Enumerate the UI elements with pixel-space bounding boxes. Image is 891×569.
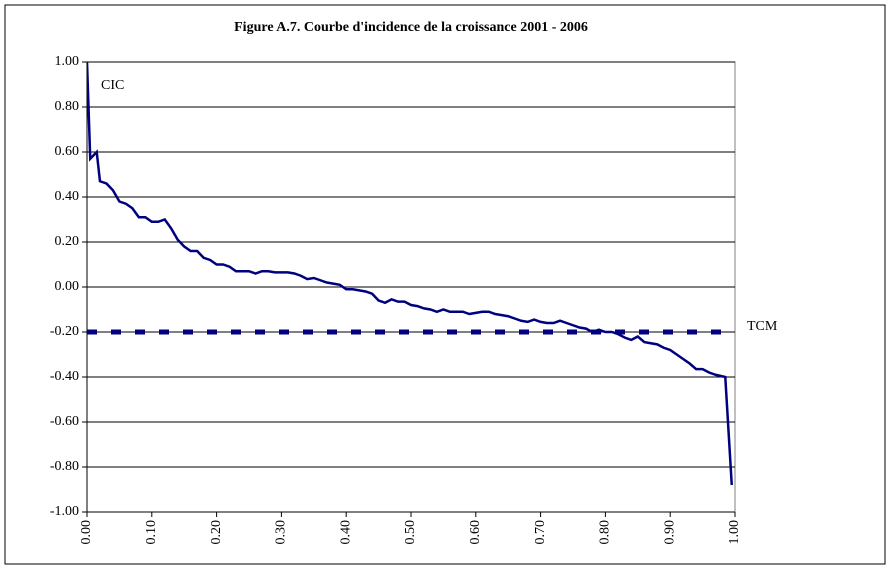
x-tick-label: 0.00 [79, 520, 94, 545]
y-tick-label: 1.00 [55, 54, 80, 69]
series-label: CIC [101, 78, 124, 93]
x-tick-label: 0.60 [468, 520, 483, 545]
x-tick-label: 0.90 [662, 520, 677, 545]
y-tick-label: 0.20 [55, 234, 80, 249]
x-tick-label: 0.10 [144, 520, 159, 545]
x-tick-label: 0.70 [533, 520, 548, 545]
y-tick-label: -0.20 [50, 324, 79, 339]
x-tick-label: 0.20 [209, 520, 224, 545]
y-tick-label: -0.40 [50, 369, 79, 384]
x-tick-label: 0.50 [403, 520, 418, 545]
x-tick-label: 0.80 [598, 520, 613, 545]
x-tick-label: 0.30 [274, 520, 289, 545]
y-tick-label: -0.80 [50, 459, 79, 474]
x-tick-label: 0.40 [338, 520, 353, 545]
y-tick-label: 0.00 [55, 279, 80, 294]
series-label: TCM [747, 319, 778, 334]
x-tick-label: 1.00 [727, 520, 742, 545]
y-tick-label: -1.00 [50, 504, 79, 519]
y-tick-label: 0.80 [55, 99, 80, 114]
y-tick-label: 0.60 [55, 144, 80, 159]
y-tick-label: 0.40 [55, 189, 80, 204]
y-tick-label: -0.60 [50, 414, 79, 429]
line-series [87, 61, 734, 486]
chart-title: Figure A.7. Courbe d'incidence de la cro… [234, 20, 588, 35]
